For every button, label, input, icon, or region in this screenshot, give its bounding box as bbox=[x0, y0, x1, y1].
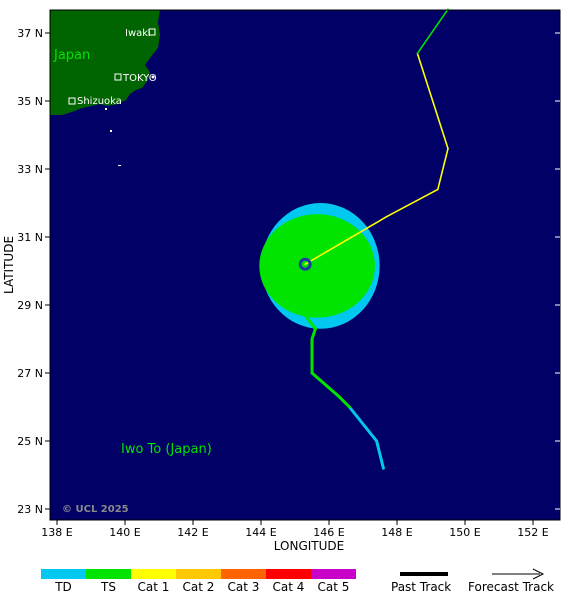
legend-category-label: Cat 2 bbox=[183, 580, 215, 594]
y-axis-ticks: 37 N 35 N 33 N 31 N 29 N 27 N 25 N 23 N bbox=[17, 27, 560, 516]
x-axis-ticks: 138 E 140 E 142 E 144 E 146 E 148 E 150 E 152 E bbox=[41, 520, 549, 539]
island-marker bbox=[110, 130, 112, 132]
track-segment bbox=[310, 327, 317, 341]
x-tick-label: 138 E bbox=[41, 526, 72, 539]
legend-category-label: Cat 5 bbox=[318, 580, 350, 594]
forecast-arrow-icon bbox=[532, 568, 545, 580]
track-segment bbox=[416, 8, 449, 55]
legend-category-label: Cat 1 bbox=[138, 580, 170, 594]
island-marker bbox=[118, 165, 121, 166]
x-tick-label: 150 E bbox=[449, 526, 480, 539]
x-tick-label: 140 E bbox=[109, 526, 140, 539]
iwo-to-label: Iwo To (Japan) bbox=[121, 442, 212, 457]
legend-category-label: TS bbox=[100, 580, 116, 594]
track-segment bbox=[436, 147, 449, 191]
track-segment bbox=[310, 371, 341, 399]
iwaki-marker bbox=[148, 28, 156, 36]
shizuoka-marker bbox=[68, 97, 76, 105]
past-track-legend-label: Past Track bbox=[391, 580, 451, 594]
y-tick-label: 33 N bbox=[17, 163, 43, 176]
copyright-text: © UCL 2025 bbox=[62, 504, 129, 515]
y-tick-label: 35 N bbox=[17, 95, 43, 108]
tokyo-label: TOKYO bbox=[122, 73, 157, 84]
japan-landmass bbox=[50, 10, 160, 115]
small-islands bbox=[105, 108, 121, 166]
y-tick-label: 23 N bbox=[17, 503, 43, 516]
legend-swatch bbox=[41, 569, 86, 579]
track-segment bbox=[293, 300, 317, 331]
storm-eye-icon bbox=[298, 257, 312, 271]
track-segment bbox=[385, 188, 439, 218]
tokyo-marker bbox=[114, 73, 122, 81]
island-marker bbox=[105, 108, 107, 110]
track-segment bbox=[347, 405, 379, 443]
x-axis-title: LONGITUDE bbox=[274, 539, 344, 553]
legend-category-label: Cat 4 bbox=[273, 580, 305, 594]
x-tick-label: 142 E bbox=[177, 526, 208, 539]
y-tick-label: 37 N bbox=[17, 27, 43, 40]
forecast-track bbox=[304, 8, 449, 266]
legend-swatch bbox=[86, 569, 131, 579]
wind-field-inner bbox=[259, 214, 375, 318]
y-tick-label: 25 N bbox=[17, 435, 43, 448]
y-tick-label: 31 N bbox=[17, 231, 43, 244]
x-tick-label: 144 E bbox=[245, 526, 276, 539]
iwaki-label: Iwaki bbox=[125, 28, 151, 39]
legend-swatch bbox=[221, 569, 266, 579]
track-segment bbox=[416, 52, 449, 150]
legend-category-label: Cat 3 bbox=[228, 580, 260, 594]
y-axis-title: LATITUDE bbox=[2, 236, 16, 294]
y-tick-label: 29 N bbox=[17, 299, 43, 312]
past-track bbox=[293, 262, 385, 470]
x-tick-label: 146 E bbox=[313, 526, 344, 539]
region-label-japan: Japan bbox=[53, 48, 90, 63]
track-segment bbox=[304, 215, 388, 266]
category-legend: TD TS Cat 1 Cat 2 Cat 3 Cat 4 Cat 5 bbox=[41, 569, 356, 594]
plot-frame bbox=[49, 9, 561, 521]
shizuoka-label: Shizuoka bbox=[77, 96, 122, 107]
track-segment bbox=[337, 395, 351, 409]
tokyo-dot bbox=[151, 75, 155, 79]
legend-swatch bbox=[266, 569, 311, 579]
x-tick-label: 148 E bbox=[381, 526, 412, 539]
track-segment bbox=[375, 439, 385, 470]
legend-swatch bbox=[176, 569, 221, 579]
legend-swatch bbox=[131, 569, 176, 579]
legend-swatch bbox=[311, 569, 356, 579]
legend-category-label: TD bbox=[54, 580, 72, 594]
x-tick-label: 152 E bbox=[517, 526, 548, 539]
forecast-track-legend-label: Forecast Track bbox=[468, 580, 554, 594]
y-tick-label: 27 N bbox=[17, 367, 43, 380]
